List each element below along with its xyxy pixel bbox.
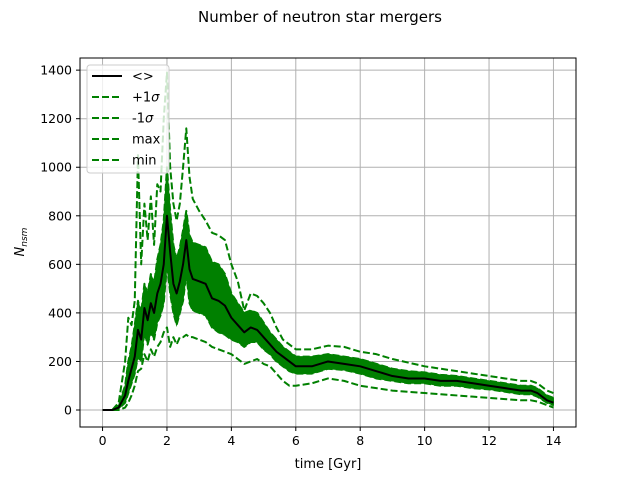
y-tick-label: 400: [48, 305, 72, 320]
legend: <> +1σ -1σ max min: [86, 64, 170, 174]
x-axis-ticks: 0 2 4 6 8 10 12 14: [99, 427, 562, 448]
y-tick-label: 800: [48, 208, 72, 223]
legend-label-plus1sigma: +1σ: [132, 91, 160, 106]
legend-label-min: min: [132, 154, 157, 169]
plot-frame: [79, 57, 577, 428]
plot-area: [102, 71, 554, 412]
x-axis-label: time [Gyr]: [295, 457, 362, 472]
series-line-mean: [102, 214, 554, 412]
x-tick-label: 10: [417, 433, 433, 448]
legend-label-minus1sigma: -1σ: [132, 112, 154, 127]
y-axis-ticks: 0 200 400 600 800 1000 1200 1400: [40, 63, 80, 418]
x-tick-label: 12: [481, 433, 497, 448]
legend-label-mean: <>: [132, 70, 154, 85]
x-tick-label: 0: [99, 433, 107, 448]
x-tick-label: 6: [292, 433, 300, 448]
series-line-max: [102, 71, 554, 412]
y-tick-label: 600: [48, 257, 72, 272]
legend-label-plus1sigma-sigma: σ: [151, 91, 160, 106]
x-tick-label: 14: [546, 433, 562, 448]
y-axis-label: Nnsm: [13, 227, 30, 256]
legend-label-minus1sigma-sigma: σ: [145, 112, 154, 127]
y-axis-label-sub: nsm: [20, 227, 30, 246]
chart-title: Number of neutron star mergers: [198, 8, 442, 26]
legend-label-minus1sigma-main: -1: [132, 112, 145, 127]
y-tick-label: 1200: [40, 111, 72, 126]
x-tick-label: 2: [163, 433, 171, 448]
y-tick-label: 0: [64, 403, 72, 418]
legend-label-plus1sigma-main: +1: [132, 91, 151, 106]
y-axis-label-base: N: [13, 246, 28, 256]
legend-label-max: max: [132, 133, 161, 148]
y-tick-label: 1400: [40, 63, 72, 78]
series-line-min: [102, 326, 554, 412]
y-tick-label: 200: [48, 354, 72, 369]
series-line-m1: [102, 263, 554, 412]
x-tick-label: 8: [356, 433, 364, 448]
series-line-p1: [102, 166, 554, 412]
y-tick-label: 1000: [40, 160, 72, 175]
legend-box: [86, 64, 170, 174]
x-tick-label: 4: [227, 433, 235, 448]
series-layer: [102, 71, 554, 412]
